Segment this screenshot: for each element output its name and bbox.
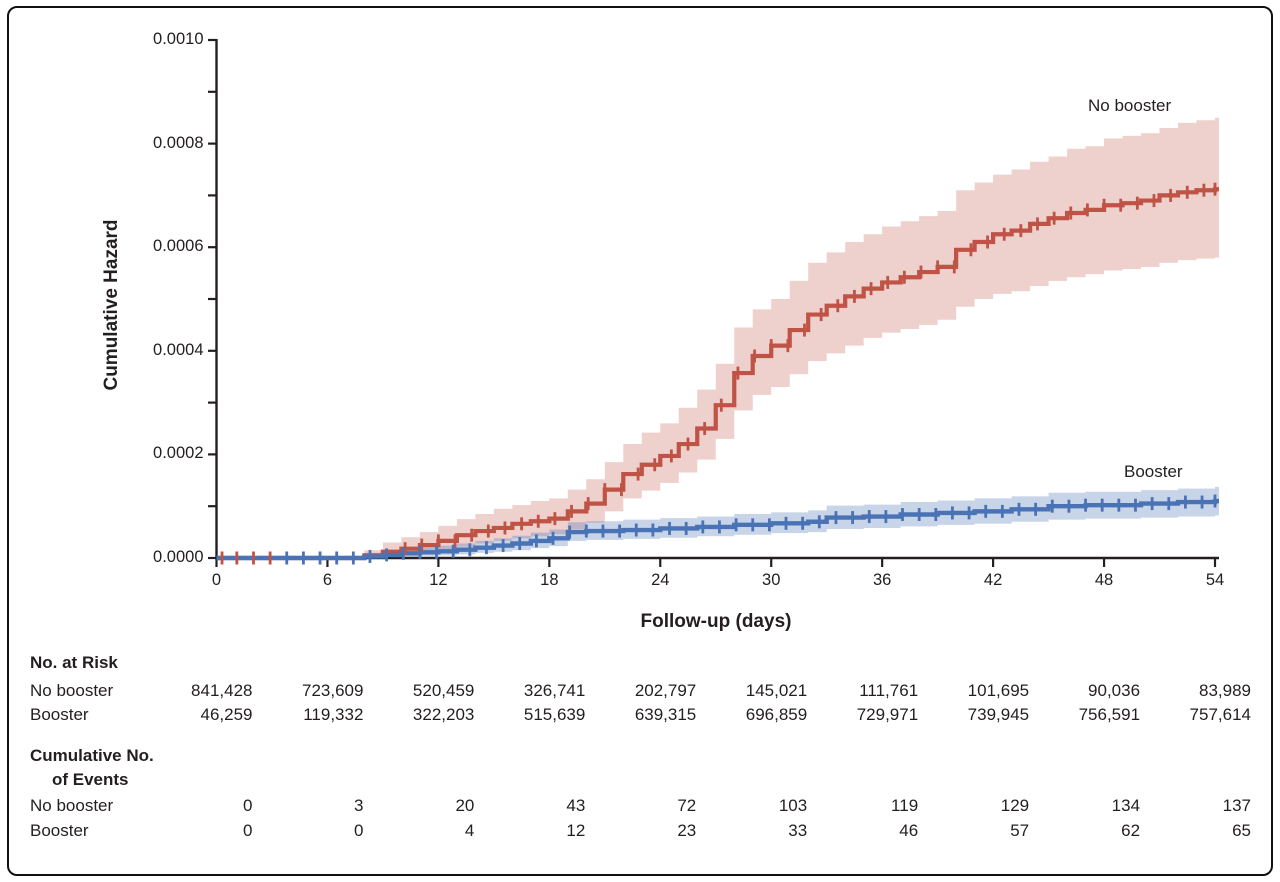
y-tick-label: 0.0010 [153,30,204,48]
events-booster-cell: 0 [243,821,253,840]
x-tick-label: 54 [1205,571,1225,589]
risk-table-header: No. at Risk [30,653,118,672]
y-axis-title: Cumulative Hazard [101,219,122,391]
risk-no-booster-cell: 202,797 [634,681,697,700]
x-tick-label: 42 [983,571,1003,589]
risk-booster-cell: 739,945 [967,705,1030,724]
no-booster-confidence-band [216,117,1219,558]
events-booster-cell: 65 [1232,821,1251,840]
x-tick-label: 30 [762,571,781,589]
y-tick-label: 0.0004 [153,340,204,359]
risk-booster-cell: 119,332 [303,705,364,724]
events-no-booster-cell: 129 [1000,796,1030,815]
risk-booster-cell: 322,203 [412,705,475,724]
y-tick-label: 0.0006 [153,237,204,256]
risk-booster-cell: 696,859 [745,705,808,724]
events-no-booster-cell: 43 [566,796,586,815]
curve-label-no-booster: No booster [1088,96,1172,115]
risk-booster-cell: 515,639 [523,705,586,724]
x-tick-label: 36 [872,571,892,589]
risk-no-booster-cell: 841,428 [191,681,253,700]
events-row-label-booster: Booster [30,821,89,840]
events-table-header-line1: Cumulative No. [30,746,154,765]
x-tick-label: 48 [1094,571,1114,589]
events-booster-cell: 62 [1121,821,1141,840]
risk-no-booster-cell: 326,741 [523,681,586,700]
x-tick-label: 18 [540,571,559,589]
risk-booster-cell: 729,971 [856,705,919,724]
x-tick-label: 24 [651,571,670,589]
risk-row-label-no-booster: No booster [30,681,114,700]
events-booster-cell: 12 [566,821,586,840]
events-no-booster-cell: 72 [677,796,697,815]
events-booster-cell: 4 [464,821,475,840]
events-no-booster-cell: 137 [1222,796,1251,815]
y-tick-label: 0.0000 [153,548,204,566]
risk-booster-cell: 639,315 [634,705,697,724]
risk-no-booster-cell: 111,761 [859,681,919,700]
events-row-label-no-booster: No booster [30,796,114,815]
x-tick-label: 12 [429,571,448,589]
no-booster-curve [216,187,1219,561]
risk-no-booster-cell: 83,989 [1199,681,1251,700]
events-no-booster-cell: 0 [243,796,253,815]
events-no-booster-cell: 119 [891,796,919,815]
events-booster-cell: 46 [899,821,919,840]
risk-booster-cell: 46,259 [200,705,253,724]
risk-booster-cell: 757,614 [1189,705,1251,724]
booster-confidence-band [216,487,1219,558]
events-booster-cell: 23 [677,821,697,840]
x-tick-label: 6 [322,571,333,589]
y-tick-label: 0.0008 [153,133,204,152]
risk-no-booster-cell: 723,609 [301,681,364,700]
events-table-header-line2: of Events [52,770,129,789]
events-no-booster-cell: 20 [455,796,475,815]
risk-booster-cell: 756,591 [1078,705,1141,724]
x-tick-label: 0 [211,571,222,589]
risk-no-booster-cell: 145,021 [745,681,808,700]
x-axis-title: Follow-up (days) [640,611,792,632]
events-booster-cell: 33 [788,821,808,840]
y-tick-label: 0.0002 [153,444,204,463]
risk-no-booster-cell: 520,459 [412,681,475,700]
events-no-booster-cell: 3 [353,796,364,815]
curve-label-booster: Booster [1124,462,1183,481]
events-no-booster-cell: 134 [1111,796,1141,815]
risk-row-label-booster: Booster [30,705,89,724]
events-booster-cell: 0 [353,821,364,840]
risk-no-booster-cell: 90,036 [1088,681,1141,700]
risk-no-booster-cell: 101,695 [967,681,1030,700]
events-booster-cell: 57 [1010,821,1030,840]
events-no-booster-cell: 103 [778,796,808,815]
